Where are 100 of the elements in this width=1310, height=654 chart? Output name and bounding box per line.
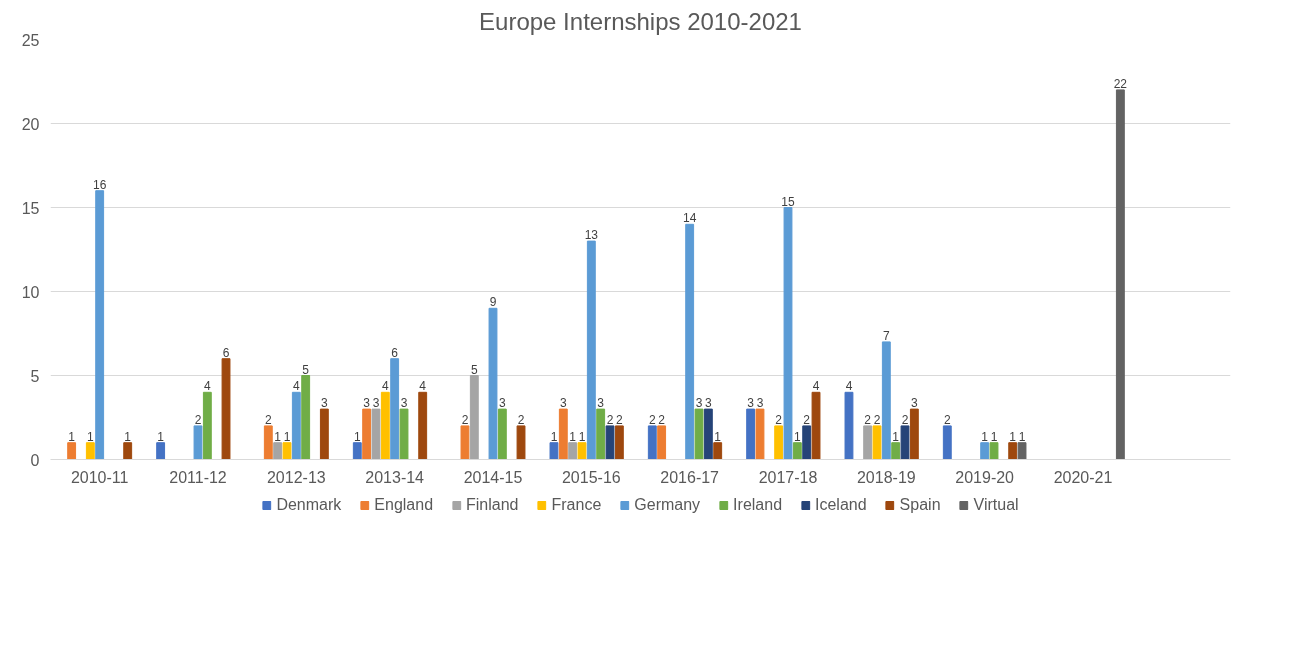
x-tick-label: 2016-17 — [660, 468, 720, 486]
bar — [942, 425, 952, 460]
data-label: 22 — [1113, 76, 1128, 91]
data-label: 4 — [419, 379, 427, 394]
data-label: 3 — [705, 396, 713, 411]
legend-label: Finland — [466, 496, 519, 514]
bar — [872, 425, 882, 460]
data-label: 2 — [606, 412, 614, 427]
data-label: 3 — [911, 396, 919, 411]
bar — [614, 425, 624, 460]
data-label: 1 — [569, 429, 577, 444]
data-label: 4 — [845, 379, 853, 394]
data-label: 2 — [194, 412, 202, 427]
data-label: 5 — [302, 362, 310, 377]
bar — [802, 425, 812, 460]
data-label: 2 — [461, 412, 469, 427]
data-label: 3 — [747, 396, 755, 411]
data-label: 4 — [204, 379, 211, 394]
bar — [193, 425, 203, 460]
bar — [746, 408, 756, 460]
data-label: 5 — [470, 362, 478, 377]
bar — [577, 442, 587, 460]
data-label: 3 — [363, 396, 371, 411]
data-label: 1 — [714, 429, 722, 444]
bar — [558, 408, 568, 460]
data-label: 1 — [86, 429, 94, 444]
bar — [67, 442, 77, 460]
x-tick-label: 2013-14 — [365, 468, 425, 486]
y-tick-label: 15 — [21, 199, 40, 217]
legend-label: Ireland — [733, 496, 783, 514]
data-label: 2 — [873, 412, 881, 427]
bar — [586, 240, 596, 460]
data-label: 2 — [901, 412, 909, 427]
data-label: 3 — [400, 396, 408, 411]
x-tick-label: 2014-15 — [463, 468, 523, 486]
bar — [418, 391, 428, 460]
bar — [273, 442, 283, 460]
bar — [685, 223, 695, 460]
data-label: 7 — [883, 328, 890, 343]
data-label: 2 — [864, 412, 872, 427]
bar — [362, 408, 372, 460]
bar — [319, 408, 329, 460]
bar — [380, 391, 390, 460]
data-label: 2 — [775, 412, 783, 427]
legend-label: Spain — [899, 496, 941, 514]
y-tick-label: 25 — [21, 31, 40, 49]
x-tick-label: 2015-16 — [561, 468, 621, 486]
bar — [469, 375, 479, 460]
bar — [123, 442, 133, 460]
data-label: 3 — [695, 396, 703, 411]
legend-label: Germany — [634, 496, 701, 514]
y-tick-label: 10 — [21, 283, 40, 301]
data-label: 1 — [578, 429, 586, 444]
bar — [1115, 89, 1125, 460]
data-label: 6 — [391, 345, 399, 360]
data-label: 1 — [283, 429, 291, 444]
data-label: 1 — [274, 429, 282, 444]
data-label: 3 — [372, 396, 380, 411]
bar — [694, 408, 704, 460]
legend-label: England — [374, 496, 434, 514]
data-label: 2 — [264, 412, 272, 427]
bar — [460, 425, 470, 460]
chart-title: Europe Internships 2010-2021 — [479, 7, 802, 35]
x-tick-label: 2020-21 — [1053, 468, 1113, 486]
data-label: 2 — [517, 412, 525, 427]
bar — [596, 408, 606, 460]
x-tick-label: 2018-19 — [856, 468, 916, 486]
legend-label: France — [551, 496, 602, 514]
bar — [844, 391, 854, 460]
data-label: 2 — [648, 412, 656, 427]
data-label: 1 — [124, 429, 132, 444]
data-label: 4 — [293, 379, 300, 394]
data-label: 4 — [381, 379, 389, 394]
bar — [291, 391, 301, 460]
bar — [774, 425, 784, 460]
data-label: 1 — [1009, 429, 1017, 444]
legend-label: Virtual — [973, 496, 1019, 514]
bar — [703, 408, 713, 460]
bar — [221, 358, 231, 460]
bar — [900, 425, 910, 460]
x-tick-label: 2010-11 — [70, 468, 129, 486]
bar — [352, 442, 362, 460]
bar — [488, 307, 498, 460]
data-label: 2 — [943, 412, 951, 427]
bar — [1017, 442, 1027, 460]
bar — [156, 442, 166, 460]
bar — [202, 391, 212, 460]
x-tick-label: 2019-20 — [955, 468, 1015, 486]
bar — [549, 442, 559, 460]
bar — [516, 425, 526, 460]
bar — [657, 425, 667, 460]
data-label: 9 — [489, 295, 497, 310]
x-tick-label: 2011-12 — [169, 468, 227, 486]
bar — [263, 425, 273, 460]
legend-label: Denmark — [276, 496, 342, 514]
bar — [1008, 442, 1018, 460]
bar — [755, 408, 765, 460]
bar — [881, 341, 891, 460]
bar — [371, 408, 381, 460]
data-label: 14 — [682, 211, 697, 226]
